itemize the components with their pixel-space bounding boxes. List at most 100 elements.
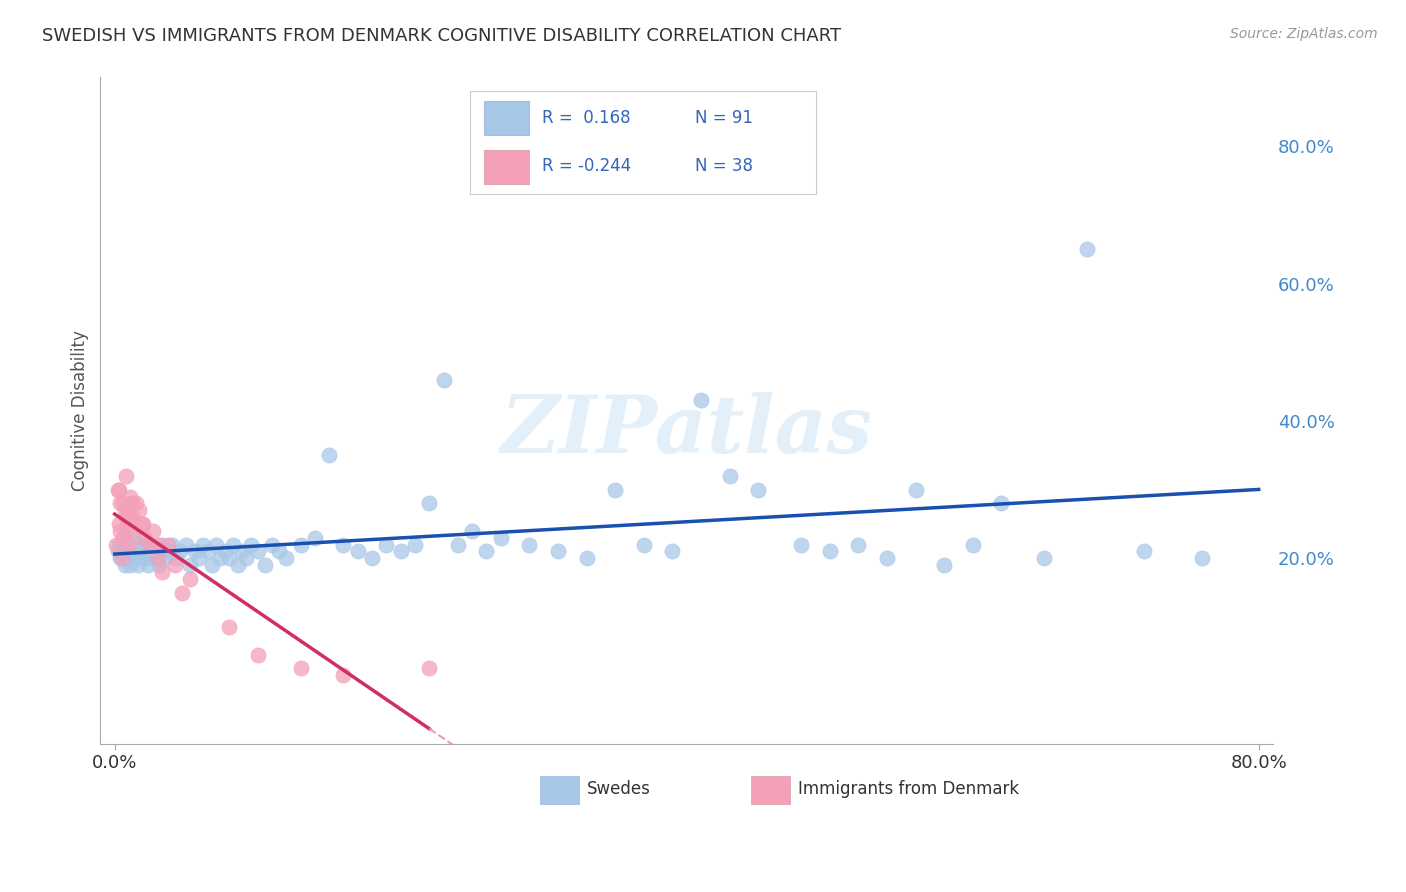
Point — [110, 551, 132, 566]
Point — [132, 538, 155, 552]
Point — [1191, 551, 1213, 566]
Point — [118, 538, 141, 552]
Point — [846, 538, 869, 552]
Text: ZIPatlas: ZIPatlas — [501, 392, 873, 469]
Text: Immigrants from Denmark: Immigrants from Denmark — [799, 780, 1019, 798]
Point — [790, 538, 813, 552]
Point — [1033, 551, 1056, 566]
Point — [375, 538, 398, 552]
Point — [246, 544, 269, 558]
Point — [276, 551, 298, 566]
Point — [205, 538, 228, 552]
Point — [304, 531, 326, 545]
Point — [160, 538, 183, 552]
FancyBboxPatch shape — [751, 776, 790, 804]
Point — [108, 483, 131, 497]
Point — [475, 544, 498, 558]
Point — [142, 524, 165, 538]
Point — [125, 544, 148, 558]
Point — [346, 544, 368, 558]
Point — [138, 538, 160, 552]
Point — [110, 524, 132, 538]
Point — [260, 538, 283, 552]
Point — [136, 558, 159, 573]
Point — [290, 661, 312, 675]
Point — [117, 551, 139, 566]
Point — [127, 558, 149, 573]
Point — [332, 538, 354, 552]
Point — [209, 551, 232, 566]
Point — [214, 544, 236, 558]
Point — [115, 544, 138, 558]
Point — [124, 551, 146, 566]
Point — [235, 551, 257, 566]
Text: SWEDISH VS IMMIGRANTS FROM DENMARK COGNITIVE DISABILITY CORRELATION CHART: SWEDISH VS IMMIGRANTS FROM DENMARK COGNI… — [42, 27, 841, 45]
Point — [170, 585, 193, 599]
Point — [361, 551, 384, 566]
Point — [904, 483, 927, 497]
Point — [747, 483, 769, 497]
Point — [246, 648, 269, 662]
Point — [179, 572, 201, 586]
Point — [120, 558, 142, 573]
Point — [201, 558, 224, 573]
Point — [404, 538, 426, 552]
Point — [122, 524, 145, 538]
Point — [461, 524, 484, 538]
Point — [134, 531, 156, 545]
Point — [718, 469, 741, 483]
Point — [122, 531, 145, 545]
Point — [218, 620, 240, 634]
Point — [157, 544, 180, 558]
Point — [174, 538, 197, 552]
Point — [121, 496, 143, 510]
Point — [128, 503, 150, 517]
Point — [108, 516, 131, 531]
Point — [226, 558, 249, 573]
Point — [153, 551, 176, 566]
Point — [605, 483, 627, 497]
FancyBboxPatch shape — [540, 776, 579, 804]
Point — [990, 496, 1012, 510]
Point — [432, 373, 454, 387]
Point — [876, 551, 898, 566]
Point — [179, 558, 201, 573]
Point — [290, 538, 312, 552]
Point — [142, 551, 165, 566]
Point — [818, 544, 841, 558]
Point — [148, 558, 170, 573]
Point — [193, 538, 215, 552]
Point — [150, 565, 173, 579]
Point — [110, 496, 132, 510]
Point — [114, 558, 136, 573]
Point — [135, 544, 157, 558]
Point — [115, 469, 138, 483]
Point — [117, 516, 139, 531]
Point — [131, 516, 153, 531]
Point — [115, 510, 138, 524]
Point — [447, 538, 470, 552]
Point — [112, 531, 135, 545]
Point — [145, 544, 167, 558]
Point — [197, 544, 219, 558]
Point — [128, 538, 150, 552]
Point — [519, 538, 541, 552]
Point — [111, 551, 134, 566]
Point — [108, 538, 131, 552]
Point — [418, 661, 440, 675]
Point — [118, 538, 141, 552]
Point — [114, 503, 136, 517]
Point — [269, 544, 291, 558]
Point — [418, 496, 440, 510]
Point — [932, 558, 955, 573]
Point — [146, 551, 169, 566]
Point — [132, 516, 155, 531]
Y-axis label: Cognitive Disability: Cognitive Disability — [72, 330, 89, 491]
Point — [112, 496, 135, 510]
Point — [184, 544, 207, 558]
Point — [169, 544, 191, 558]
Point — [690, 393, 713, 408]
Point — [131, 544, 153, 558]
Point — [125, 496, 148, 510]
Point — [139, 538, 162, 552]
